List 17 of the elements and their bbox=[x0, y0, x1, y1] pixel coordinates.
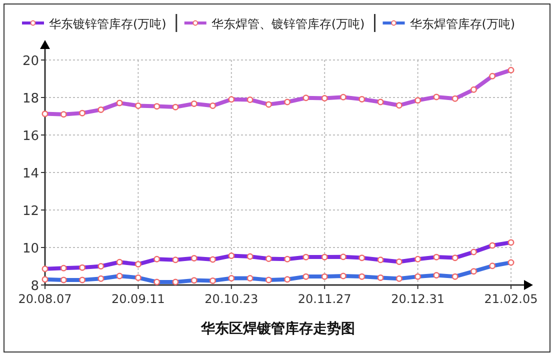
legend-label: 华东焊管库存(万吨) bbox=[410, 17, 516, 31]
y-tick-label: 12 bbox=[22, 204, 39, 219]
x-tick-label: 20.12.31 bbox=[391, 292, 445, 306]
y-tick-label: 10 bbox=[22, 242, 39, 256]
y-tick-label: 18 bbox=[22, 92, 39, 106]
y-tick-label: 14 bbox=[22, 166, 39, 182]
text: 华东区焊镀管库存走势图 bbox=[200, 320, 355, 337]
y-tick-label: 16 bbox=[22, 129, 39, 144]
legend-label: 华东焊管、镀锌管库存(万吨) bbox=[211, 17, 365, 31]
x-tick-label: 20.09.11 bbox=[111, 292, 165, 306]
y-tick-label: 8 bbox=[30, 279, 39, 294]
x-tick-label: 20.11.27 bbox=[298, 292, 352, 306]
legend-label: 华东镀锌管库存(万吨) bbox=[49, 17, 166, 31]
y-tick-label: 20 bbox=[22, 54, 39, 69]
x-tick-label: 20.08.07 bbox=[18, 292, 72, 306]
x-tick-label: 20.10.23 bbox=[204, 292, 258, 306]
x-tick-label: 21.02.05 bbox=[484, 292, 538, 306]
